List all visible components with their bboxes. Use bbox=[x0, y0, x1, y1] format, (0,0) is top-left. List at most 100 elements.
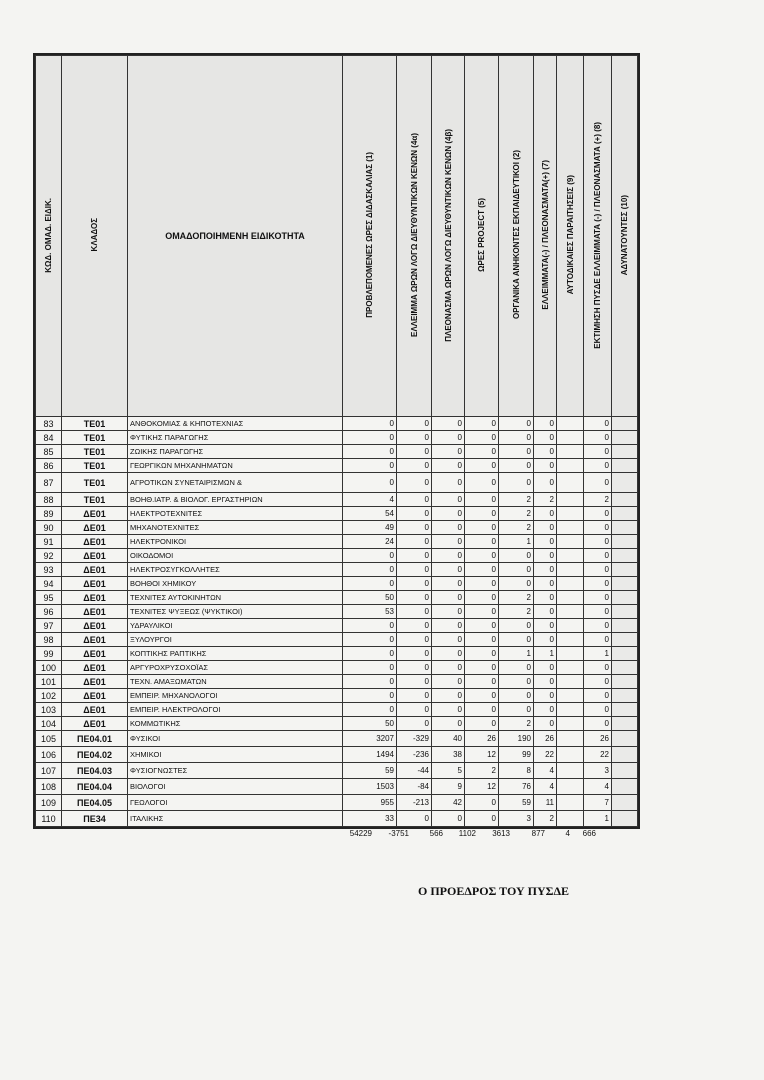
cell-value: 0 bbox=[396, 492, 432, 507]
specialty-name: ΒΙΟΛΟΓΟΙ bbox=[127, 778, 343, 795]
cell-value: 0 bbox=[464, 416, 499, 431]
header-label: ΚΛΑΔΟΣ bbox=[90, 218, 99, 252]
specialty-name: ΑΝΘΟΚΟΜΙΑΣ & ΚΗΠΟΤΕΧΝΙΑΣ bbox=[127, 416, 343, 431]
cell-value: 0 bbox=[431, 492, 465, 507]
cell-value: 0 bbox=[498, 688, 534, 703]
row-index: 83 bbox=[35, 416, 62, 431]
cell-value: 0 bbox=[396, 716, 432, 731]
branch-code: ΔΕ01 bbox=[61, 674, 128, 689]
cell-value bbox=[611, 746, 638, 763]
cell-value bbox=[611, 444, 638, 459]
header-label: ΕΛΛΕΙΜΜΑΤΑ(-) / ΠΛΕΟΝΑΣΜΑΤΑ(+) (7) bbox=[540, 160, 550, 310]
cell-value bbox=[611, 430, 638, 445]
table-row: 99 ΔΕ01 ΚΟΠΤΙΚΗΣ ΡΑΠΤΙΚΗΣ 0 0 0 0 1 1 1 bbox=[35, 646, 638, 661]
cell-value bbox=[611, 778, 638, 795]
branch-code: ΔΕ01 bbox=[61, 716, 128, 731]
cell-value: 0 bbox=[498, 702, 534, 717]
cell-value: 22 bbox=[583, 746, 612, 763]
table-row: 103 ΔΕ01 ΕΜΠΕΙΡ. ΗΛΕΚΤΡΟΛΟΓΟΙ 0 0 0 0 0 0 0 bbox=[35, 702, 638, 717]
staffing-table: ΚΩΔ. ΟΜΑΔ. ΕΙΔΙΚ. ΚΛΑΔΟΣ ΟΜΑΔΟΠΟΙΗΜΕΝΗ ΕΙΔ… bbox=[35, 55, 638, 827]
row-index: 90 bbox=[35, 520, 62, 535]
branch-code: ΠΕ04.01 bbox=[61, 730, 128, 747]
specialty-name: ΦΥΤΙΚΗΣ ΠΑΡΑΓΩΓΗΣ bbox=[127, 430, 343, 445]
cell-value bbox=[556, 810, 584, 827]
cell-value bbox=[611, 604, 638, 619]
cell-value: -44 bbox=[396, 762, 432, 779]
cell-value bbox=[556, 778, 584, 795]
row-index: 89 bbox=[35, 506, 62, 521]
branch-code: ΤΕ01 bbox=[61, 458, 128, 473]
row-index: 97 bbox=[35, 618, 62, 633]
cell-value: 0 bbox=[583, 472, 612, 493]
cell-value bbox=[556, 604, 584, 619]
cell-value bbox=[556, 506, 584, 521]
specialty-name: ΧΗΜΙΚΟΙ bbox=[127, 746, 343, 763]
cell-value: 0 bbox=[583, 688, 612, 703]
table-row: 85 ΤΕ01 ΖΩΙΚΗΣ ΠΑΡΑΓΩΓΗΣ 0 0 0 0 0 0 0 bbox=[35, 444, 638, 459]
cell-value bbox=[611, 576, 638, 591]
cell-value: 0 bbox=[396, 534, 432, 549]
cell-value bbox=[556, 576, 584, 591]
header-surplus-director: ΠΛΕΟΝΑΣΜΑ ΩΡΩΝ ΛΟΓΩ ΔΙΕΥΘΥΝΤΙΚΩΝ ΚΕΝΩΝ (… bbox=[431, 55, 465, 417]
cell-value: 0 bbox=[396, 520, 432, 535]
row-index: 95 bbox=[35, 590, 62, 605]
cell-value: 1 bbox=[498, 534, 534, 549]
row-index: 84 bbox=[35, 430, 62, 445]
cell-value: 0 bbox=[498, 472, 534, 493]
header-resignations: ΑΥΤΟΔΙΚΑΙΕΣ ΠΑΡΑΙΤΗΣΕΙΣ (9) bbox=[556, 55, 584, 417]
cell-value bbox=[556, 548, 584, 563]
totals-row: 54229 -3751 566 1102 3613 877 4 666 bbox=[0, 829, 764, 841]
cell-value: 0 bbox=[533, 688, 557, 703]
cell-value: 0 bbox=[498, 562, 534, 577]
branch-code: ΔΕ01 bbox=[61, 702, 128, 717]
cell-value: 1 bbox=[533, 646, 557, 661]
cell-value: 0 bbox=[396, 674, 432, 689]
branch-code: ΔΕ01 bbox=[61, 688, 128, 703]
cell-value: 3 bbox=[498, 810, 534, 827]
cell-value: 0 bbox=[464, 520, 499, 535]
cell-value: 33 bbox=[342, 810, 397, 827]
cell-value: 2 bbox=[498, 492, 534, 507]
cell-value: 0 bbox=[431, 674, 465, 689]
total-value: -3751 bbox=[388, 829, 409, 838]
specialty-name: ΤΕΧΝΙΤΕΣ ΨΥΞΕΩΣ (ΨΥΚΤΙΚΟΙ) bbox=[127, 604, 343, 619]
branch-code: ΤΕ01 bbox=[61, 430, 128, 445]
specialty-name: ΕΜΠΕΙΡ. ΗΛΕΚΤΡΟΛΟΓΟΙ bbox=[127, 702, 343, 717]
branch-code: ΔΕ01 bbox=[61, 646, 128, 661]
cell-value: 0 bbox=[431, 618, 465, 633]
cell-value bbox=[556, 520, 584, 535]
header-pysde-estimate: ΕΚΤΙΜΗΣΗ ΠΥΣΔΕ ΕΛΛΕΙΜΜΑΤΑ (-) / ΠΛΕΟΝΑΣΜ… bbox=[583, 55, 612, 417]
header-label: ΑΥΤΟΔΙΚΑΙΕΣ ΠΑΡΑΙΤΗΣΕΙΣ (9) bbox=[565, 175, 575, 295]
cell-value: 0 bbox=[498, 430, 534, 445]
cell-value: 0 bbox=[342, 702, 397, 717]
cell-value bbox=[556, 458, 584, 473]
cell-value: 4 bbox=[583, 778, 612, 795]
cell-value bbox=[556, 688, 584, 703]
row-index: 98 bbox=[35, 632, 62, 647]
specialty-name: ΦΥΣΙΚΟΙ bbox=[127, 730, 343, 747]
table-row: 105 ΠΕ04.01 ΦΥΣΙΚΟΙ 3207 -329 40 26 190 26 26 bbox=[35, 730, 638, 747]
cell-value: 59 bbox=[342, 762, 397, 779]
specialty-name: ΑΓΡΟΤΙΚΩΝ ΣΥΝΕΤΑΙΡΙΣΜΩΝ & bbox=[127, 472, 343, 493]
cell-value: 0 bbox=[431, 506, 465, 521]
cell-value: 49 bbox=[342, 520, 397, 535]
cell-value: 0 bbox=[464, 548, 499, 563]
cell-value: 0 bbox=[431, 444, 465, 459]
cell-value bbox=[556, 590, 584, 605]
branch-code: ΔΕ01 bbox=[61, 562, 128, 577]
cell-value: 0 bbox=[533, 458, 557, 473]
cell-value: 5 bbox=[431, 762, 465, 779]
cell-value bbox=[611, 674, 638, 689]
branch-code: ΠΕ04.04 bbox=[61, 778, 128, 795]
table-row: 88 ΤΕ01 ΒΟΗΘ.ΙΑΤΡ. & ΒΙΟΛΟΓ. ΕΡΓΑΣΤΗΡΙΩΝ 4 0… bbox=[35, 492, 638, 507]
cell-value: 4 bbox=[533, 762, 557, 779]
total-value: 666 bbox=[582, 829, 596, 838]
header-label: ΠΡΟΒΛΕΠΟΜΕΝΕΣ ΩΡΕΣ ΔΙΔΑΣΚΑΛΙΑΣ (1) bbox=[365, 152, 374, 318]
cell-value: 0 bbox=[342, 444, 397, 459]
cell-value: 0 bbox=[431, 430, 465, 445]
row-index: 88 bbox=[35, 492, 62, 507]
cell-value: 2 bbox=[533, 810, 557, 827]
cell-value: 0 bbox=[396, 576, 432, 591]
header-row: ΚΩΔ. ΟΜΑΔ. ΕΙΔΙΚ. ΚΛΑΔΟΣ ΟΜΑΔΟΠΟΙΗΜΕΝΗ ΕΙΔ… bbox=[35, 55, 638, 417]
table-row: 108 ΠΕ04.04 ΒΙΟΛΟΓΟΙ 1503 -84 9 12 76 4 4 bbox=[35, 778, 638, 795]
